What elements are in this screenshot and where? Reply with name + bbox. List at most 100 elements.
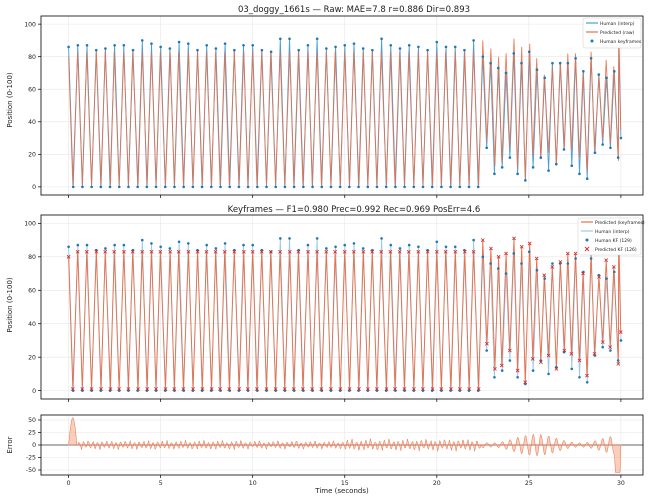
human-keyframe-point xyxy=(251,43,255,47)
panel-error-plot-area xyxy=(68,417,622,473)
human-kf-point xyxy=(223,242,227,245)
human-keyframe-point xyxy=(113,43,116,47)
human-keyframe-point xyxy=(292,185,296,189)
panel-keyframes-title: Keyframes — F1=0.980 Prec=0.992 Rec=0.96… xyxy=(228,205,481,215)
predicted-kf-point xyxy=(103,249,108,254)
predicted-kf-point xyxy=(108,387,113,391)
human-keyframe-point xyxy=(371,48,374,52)
predicted-kf-point xyxy=(70,387,75,391)
predicted-kf-point xyxy=(496,254,501,259)
predicted-kf-point xyxy=(168,249,173,254)
predicted-kf-point xyxy=(453,249,458,254)
human-kf-point xyxy=(389,243,393,247)
human-keyframe-point xyxy=(154,185,158,189)
panel-error: Error -50 -25 0 25 50 0 5 10 15 20 25 30 Time (seco… xyxy=(6,414,644,495)
human-kf-point xyxy=(177,240,181,244)
human-keyframe-point xyxy=(458,185,462,189)
legend-label-human-interp-2: Human (interp) xyxy=(595,229,630,235)
human-kf-point xyxy=(500,369,504,372)
panel-raw-ylabel: Position (0-100) xyxy=(6,72,14,128)
human-kf-point xyxy=(444,245,448,249)
human-keyframe-point xyxy=(520,61,523,65)
human-kf-point xyxy=(67,245,70,249)
human-keyframe-point xyxy=(524,179,527,182)
human-keyframe-point xyxy=(173,185,176,189)
human-keyframe-point xyxy=(407,43,411,47)
human-keyframe-point xyxy=(609,146,612,150)
human-keyframe-point xyxy=(421,185,425,189)
human-kf-point xyxy=(85,243,89,247)
human-keyframe-point xyxy=(574,57,577,60)
legend-swatch-predicted-kf xyxy=(584,246,590,252)
predicted-kf-point xyxy=(250,249,255,254)
human-keyframe-point xyxy=(127,185,130,189)
human-keyframe-point xyxy=(223,42,227,45)
human-keyframe-point xyxy=(233,48,236,52)
human-keyframe-point xyxy=(597,73,601,76)
human-keyframe-point xyxy=(562,148,566,151)
human-keyframe-point xyxy=(311,185,314,189)
human-kf-point xyxy=(609,349,612,352)
predicted-kf-point xyxy=(425,249,430,254)
human-keyframe-point xyxy=(334,45,337,49)
human-keyframe-point xyxy=(283,185,287,189)
predicted-kf-point xyxy=(480,238,485,242)
predicted-kf-point xyxy=(504,251,508,256)
human-keyframe-point xyxy=(543,76,546,80)
human-kf-point xyxy=(481,255,485,259)
predicted-kf-point xyxy=(597,275,601,279)
predicted-kf-point xyxy=(430,387,435,391)
human-kf-point xyxy=(334,245,337,249)
human-keyframe-point xyxy=(76,43,80,47)
human-kf-point xyxy=(619,339,623,342)
human-keyframe-point xyxy=(182,185,185,189)
human-kf-point xyxy=(512,252,516,255)
human-keyframe-point xyxy=(403,185,406,189)
predicted-kf-point xyxy=(523,380,528,385)
human-kf-point xyxy=(489,262,492,265)
y-tick-label: 0 xyxy=(32,442,36,449)
human-kf-point xyxy=(578,375,581,379)
predicted-kf-point xyxy=(550,264,555,269)
human-keyframe-point xyxy=(219,185,222,189)
human-kf-point xyxy=(168,247,172,250)
human-keyframe-point xyxy=(104,47,107,50)
human-kf-point xyxy=(504,272,508,275)
human-kf-point xyxy=(140,238,144,242)
predicted-kf-point xyxy=(122,249,126,254)
y-tick-label: -50 xyxy=(26,467,36,474)
human-keyframe-point xyxy=(485,146,489,150)
human-keyframe-point xyxy=(343,43,347,47)
human-kf-point xyxy=(589,257,593,260)
predicted-kf-point xyxy=(507,348,512,353)
human-keyframe-point xyxy=(163,185,167,189)
predicted-kf-point xyxy=(519,244,524,249)
human-keyframe-point xyxy=(394,185,397,189)
human-kf-point xyxy=(104,247,107,250)
human-kf-point xyxy=(315,237,319,240)
predicted-kf-point xyxy=(241,249,246,254)
x-tick-label: 0 xyxy=(67,480,71,487)
human-keyframe-point xyxy=(85,43,89,47)
predicted-kf-point xyxy=(117,387,121,391)
x-tick-label: 15 xyxy=(341,480,349,487)
x-tick-label: 5 xyxy=(159,480,163,487)
predicted-kf-point xyxy=(562,348,567,353)
human-kf-point xyxy=(485,349,489,352)
human-keyframe-point xyxy=(593,151,597,154)
human-keyframe-point xyxy=(444,45,448,49)
predicted-kf-point xyxy=(186,249,191,254)
x-tick-label: 30 xyxy=(617,480,625,487)
human-kf-point xyxy=(251,243,255,247)
human-keyframe-point xyxy=(435,40,439,44)
human-keyframe-point xyxy=(558,61,562,65)
human-keyframe-point xyxy=(578,172,581,176)
predicted-kf-point xyxy=(172,387,177,391)
human-keyframe-point xyxy=(186,42,190,45)
human-keyframe-point xyxy=(453,45,457,49)
panel-error-frame xyxy=(40,414,644,476)
predicted-kf-point xyxy=(485,341,489,346)
human-kf-point xyxy=(574,257,577,260)
predicted-kf-point xyxy=(245,387,250,391)
